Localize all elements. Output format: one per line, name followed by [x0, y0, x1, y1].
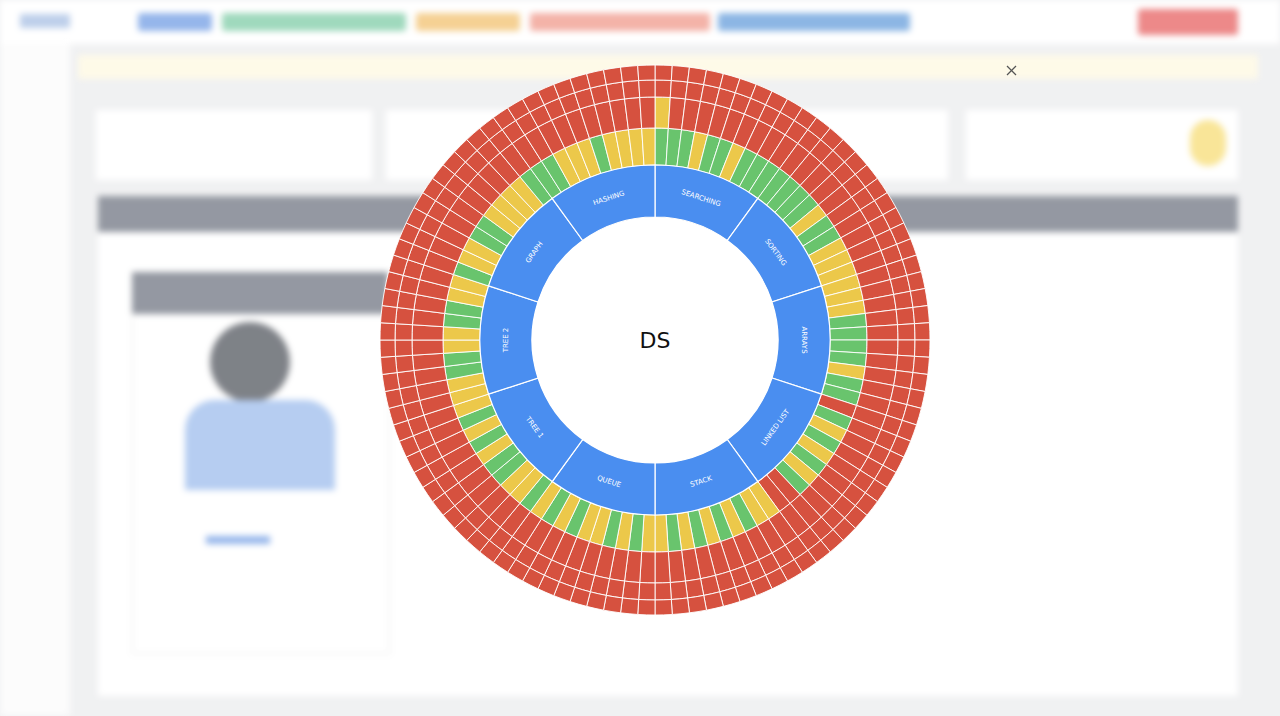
- topic-label: TREE 1: [523, 414, 545, 439]
- topic-label: TREE 2: [502, 328, 510, 354]
- center: [532, 217, 778, 463]
- topic-label: GRAPH: [524, 240, 545, 264]
- cell[interactable]: [625, 97, 642, 129]
- cell[interactable]: [670, 81, 687, 99]
- cell[interactable]: [655, 552, 670, 583]
- cell[interactable]: [640, 552, 655, 583]
- cell[interactable]: [910, 288, 927, 307]
- cell[interactable]: [830, 327, 867, 340]
- cell[interactable]: [655, 515, 668, 552]
- cell[interactable]: [412, 353, 444, 370]
- cell[interactable]: [668, 550, 685, 582]
- cell[interactable]: [395, 324, 412, 340]
- cell[interactable]: [622, 581, 639, 599]
- topic-label: STACK: [689, 474, 713, 489]
- cell[interactable]: [640, 97, 655, 128]
- cell[interactable]: [395, 340, 412, 356]
- cell[interactable]: [896, 307, 914, 324]
- cell[interactable]: [622, 81, 639, 99]
- cell[interactable]: [380, 323, 396, 340]
- cell[interactable]: [914, 323, 930, 340]
- cell[interactable]: [642, 128, 655, 165]
- cell[interactable]: [685, 579, 703, 598]
- topic-label: QUEUE: [596, 474, 622, 489]
- cell[interactable]: [396, 355, 414, 372]
- cell[interactable]: [655, 599, 672, 615]
- cell[interactable]: [603, 595, 622, 612]
- topic-label: ARRAYS: [800, 326, 808, 354]
- topic-label: HASHING: [592, 189, 625, 207]
- cell[interactable]: [671, 66, 689, 83]
- cell[interactable]: [606, 82, 624, 101]
- cell[interactable]: [867, 340, 898, 355]
- cell[interactable]: [655, 583, 671, 600]
- cell[interactable]: [655, 65, 672, 81]
- cell[interactable]: [381, 306, 398, 324]
- cell[interactable]: [603, 67, 622, 84]
- close-button[interactable]: [1007, 66, 1016, 75]
- cell[interactable]: [688, 595, 707, 612]
- cell[interactable]: [412, 340, 443, 355]
- topic-label: SEARCHING: [680, 188, 722, 208]
- cell[interactable]: [639, 583, 655, 600]
- cells: [380, 65, 930, 615]
- cell[interactable]: [639, 80, 655, 97]
- sunburst-chart: SEARCHING SORTING ARRAYS LINKED LIST STACK QU…: [0, 0, 1280, 716]
- cell[interactable]: [913, 306, 930, 324]
- cell[interactable]: [655, 97, 670, 128]
- cell[interactable]: [688, 67, 707, 84]
- topic-label: SORTING: [763, 237, 788, 267]
- cell[interactable]: [704, 592, 724, 610]
- cell[interactable]: [380, 340, 396, 357]
- cell[interactable]: [385, 389, 403, 409]
- cell[interactable]: [381, 356, 398, 374]
- cell[interactable]: [913, 356, 930, 374]
- cell[interactable]: [898, 324, 915, 340]
- cell[interactable]: [914, 340, 930, 357]
- cell[interactable]: [898, 340, 915, 356]
- cell[interactable]: [443, 340, 480, 353]
- cell[interactable]: [896, 355, 914, 372]
- cell[interactable]: [865, 310, 897, 327]
- cell[interactable]: [382, 373, 399, 392]
- cell[interactable]: [621, 66, 639, 83]
- cell[interactable]: [412, 325, 443, 340]
- cell[interactable]: [397, 370, 416, 388]
- cell[interactable]: [396, 307, 414, 324]
- cell[interactable]: [910, 373, 927, 392]
- cell[interactable]: [638, 65, 655, 81]
- cell[interactable]: [894, 291, 913, 309]
- cell[interactable]: [638, 599, 655, 615]
- topic-segment[interactable]: [772, 286, 830, 394]
- center-label: DS: [640, 328, 671, 353]
- cell[interactable]: [671, 598, 689, 615]
- cell[interactable]: [907, 272, 925, 292]
- cell[interactable]: [670, 581, 687, 599]
- topic-segment[interactable]: [480, 286, 538, 394]
- cell[interactable]: [382, 288, 399, 307]
- cell[interactable]: [587, 70, 607, 88]
- topic-label: LINKED LIST: [760, 407, 792, 447]
- cell[interactable]: [655, 80, 671, 97]
- cell[interactable]: [867, 325, 898, 340]
- cell[interactable]: [621, 598, 639, 615]
- topic-ring: [480, 165, 830, 515]
